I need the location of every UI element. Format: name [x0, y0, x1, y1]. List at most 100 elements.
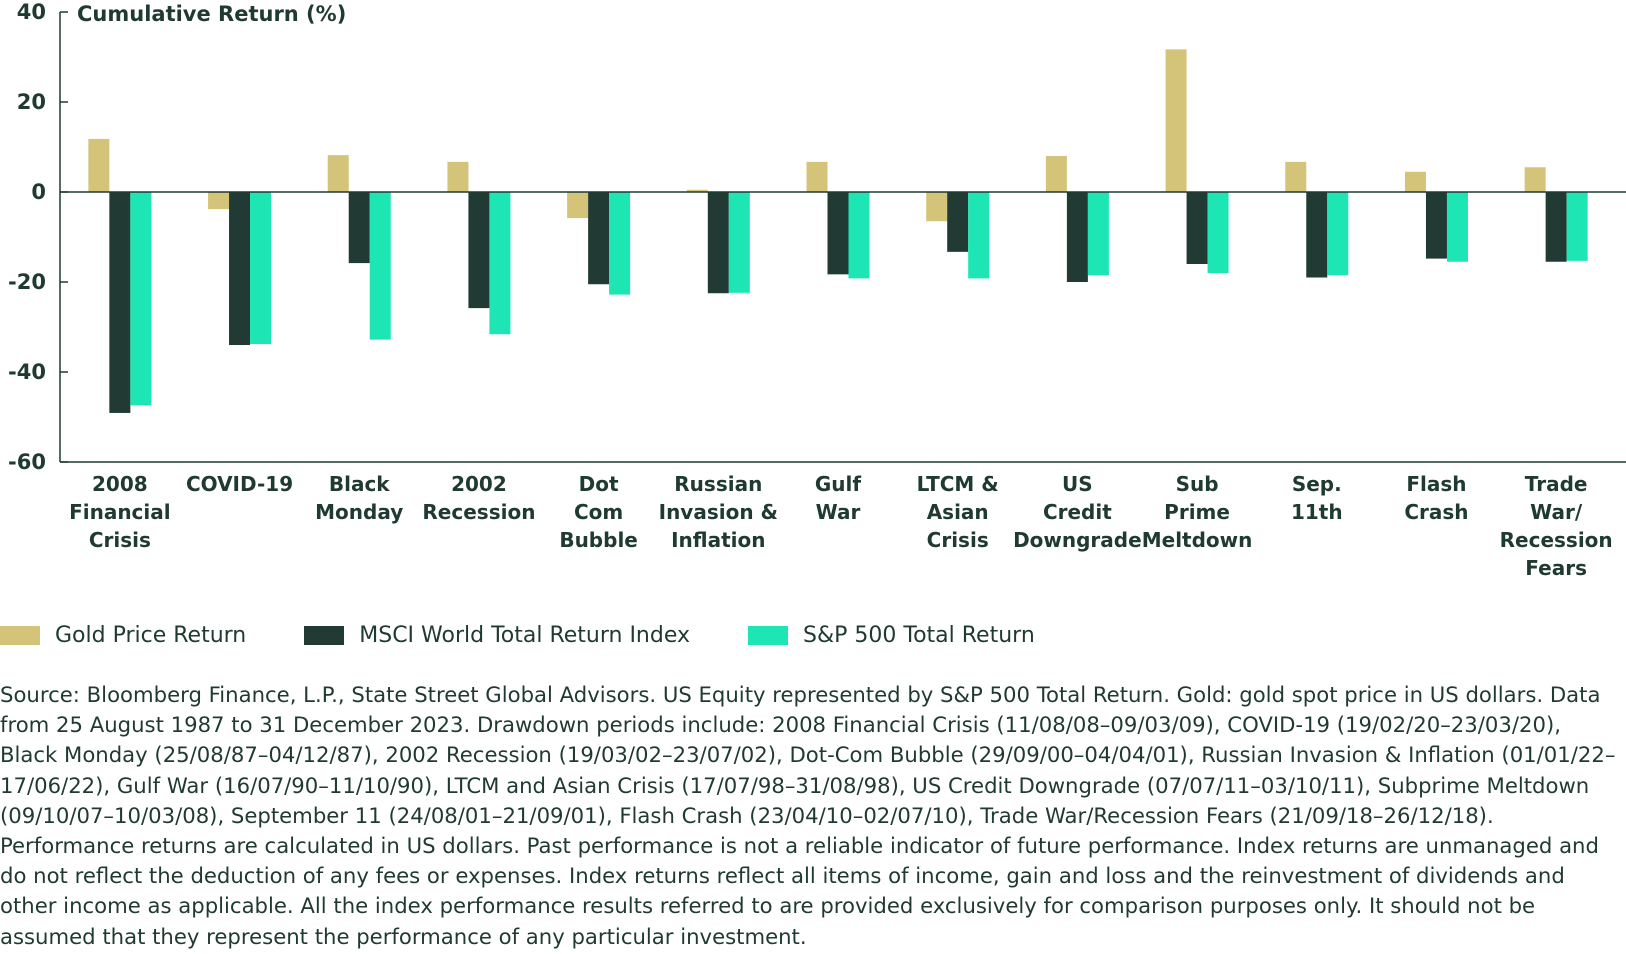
- category-label-line: Dot: [579, 472, 619, 496]
- legend-item-gold: Gold Price Return: [0, 623, 246, 648]
- category-label: Trade War/Recession Fears: [1500, 472, 1613, 580]
- category-label: Russian Invasion & Inflation: [659, 472, 778, 552]
- category-labels: 2008 Financial Crisis COVID-19 Black Monday 20…: [69, 472, 1613, 580]
- y-tick-label: 0: [31, 180, 46, 204]
- category-label-line: Monday: [315, 500, 403, 524]
- category-label-line: 11th: [1291, 500, 1343, 524]
- category-label-line: Trade: [1525, 472, 1588, 496]
- bar: [1186, 192, 1208, 264]
- bar: [1165, 49, 1187, 192]
- category-label: COVID-19: [186, 472, 293, 496]
- legend-label-sp500: S&P 500 Total Return: [803, 622, 1035, 648]
- legend-swatch-gold: [0, 625, 40, 645]
- bar: [968, 192, 990, 279]
- category-label-line: 2002: [451, 472, 507, 496]
- category-label-line: Asian: [927, 500, 989, 524]
- bar: [728, 192, 750, 293]
- bar: [208, 192, 230, 210]
- category-label: Sep. 11th: [1291, 472, 1343, 524]
- bar: [1446, 192, 1468, 262]
- category-label: 2008 Financial Crisis: [69, 472, 171, 552]
- bar: [1425, 192, 1447, 259]
- category-label-line: Prime: [1164, 500, 1230, 524]
- bar: [88, 138, 110, 192]
- category-label-line: Fears: [1525, 556, 1587, 580]
- legend-item-msci: MSCI World Total Return Index: [304, 623, 690, 648]
- bar: [609, 192, 631, 295]
- category-label: Black Monday: [315, 472, 403, 524]
- category-label-line: Sep.: [1292, 472, 1342, 496]
- category-label-line: Sub: [1176, 472, 1219, 496]
- category-label-line: COVID-19: [186, 472, 293, 496]
- y-axis: 40 20 0 -20 -40 -60: [8, 0, 68, 474]
- category-label-line: Recession: [1500, 528, 1613, 552]
- category-label-line: Russian: [674, 472, 762, 496]
- category-label-line: Com: [574, 500, 623, 524]
- bar: [109, 192, 131, 413]
- bars: [88, 49, 1588, 413]
- category-label-line: Financial: [69, 500, 171, 524]
- bar: [489, 192, 511, 335]
- bar: [848, 192, 870, 279]
- category-label-line: Gulf: [815, 472, 862, 496]
- category-label-line: Crisis: [927, 528, 989, 552]
- y-tick-label: 40: [17, 0, 46, 24]
- legend-item-sp500: S&P 500 Total Return: [748, 623, 1035, 648]
- legend-label-gold: Gold Price Return: [55, 622, 247, 648]
- bar: [1087, 192, 1109, 276]
- bar: [348, 192, 370, 264]
- y-tick-label: -20: [8, 270, 46, 294]
- bar: [1545, 192, 1567, 262]
- category-label-line: 2008: [92, 472, 148, 496]
- category-label-line: Invasion &: [659, 500, 778, 524]
- category-label: Flash Crash: [1404, 472, 1468, 524]
- legend-label-msci: MSCI World Total Return Index: [359, 622, 691, 648]
- bar: [447, 161, 469, 192]
- bar-chart: 40 20 0 -20 -40 -60 Cumulative Return (%) 200…: [8, 0, 1626, 580]
- y-tick-label: 20: [17, 90, 46, 114]
- bar: [1524, 167, 1546, 192]
- category-label-line: Crash: [1404, 500, 1468, 524]
- bar: [1306, 192, 1328, 278]
- category-label-line: Inflation: [671, 528, 765, 552]
- bar: [686, 189, 708, 192]
- bar: [806, 161, 828, 192]
- bar: [369, 192, 391, 340]
- bar: [588, 192, 610, 285]
- y-axis-label: Cumulative Return (%): [77, 2, 346, 26]
- category-label-line: US: [1062, 472, 1093, 496]
- bar: [827, 192, 849, 275]
- y-tick-label: -60: [8, 450, 46, 474]
- legend-swatch-msci: [304, 625, 345, 645]
- bar: [567, 192, 589, 219]
- legend-swatch-sp500: [748, 625, 789, 645]
- category-label: LTCM & Asian Crisis: [917, 472, 999, 552]
- bar: [926, 192, 948, 222]
- bar: [1045, 156, 1067, 192]
- category-label: Sub Prime Meltdown: [1142, 472, 1253, 552]
- category-label-line: Black: [329, 472, 390, 496]
- bar: [1566, 192, 1588, 261]
- category-label-line: Flash: [1406, 472, 1466, 496]
- bar: [1404, 171, 1426, 192]
- bar: [327, 155, 349, 192]
- category-label-line: Downgrade: [1013, 528, 1142, 552]
- category-label: Dot Com Bubble: [559, 472, 638, 552]
- x-axis: [60, 191, 1626, 463]
- bar: [707, 192, 729, 294]
- bar: [229, 192, 251, 345]
- category-label-line: Bubble: [559, 528, 638, 552]
- bar: [1066, 192, 1088, 282]
- category-label-line: LTCM &: [917, 472, 999, 496]
- category-label-line: Recession: [422, 500, 535, 524]
- source-footnote: Source: Bloomberg Finance, L.P., State S…: [0, 682, 1616, 949]
- y-tick-label: -40: [8, 360, 46, 384]
- bar: [1285, 161, 1307, 192]
- bar: [947, 192, 969, 252]
- category-label-line: War/: [1530, 500, 1583, 524]
- bar: [1327, 192, 1349, 276]
- category-label: US Credit Downgrade: [1013, 472, 1142, 552]
- bar: [250, 192, 272, 345]
- legend: Gold Price Return MSCI World Total Retur…: [0, 620, 1093, 650]
- category-label: 2002 Recession: [422, 472, 535, 524]
